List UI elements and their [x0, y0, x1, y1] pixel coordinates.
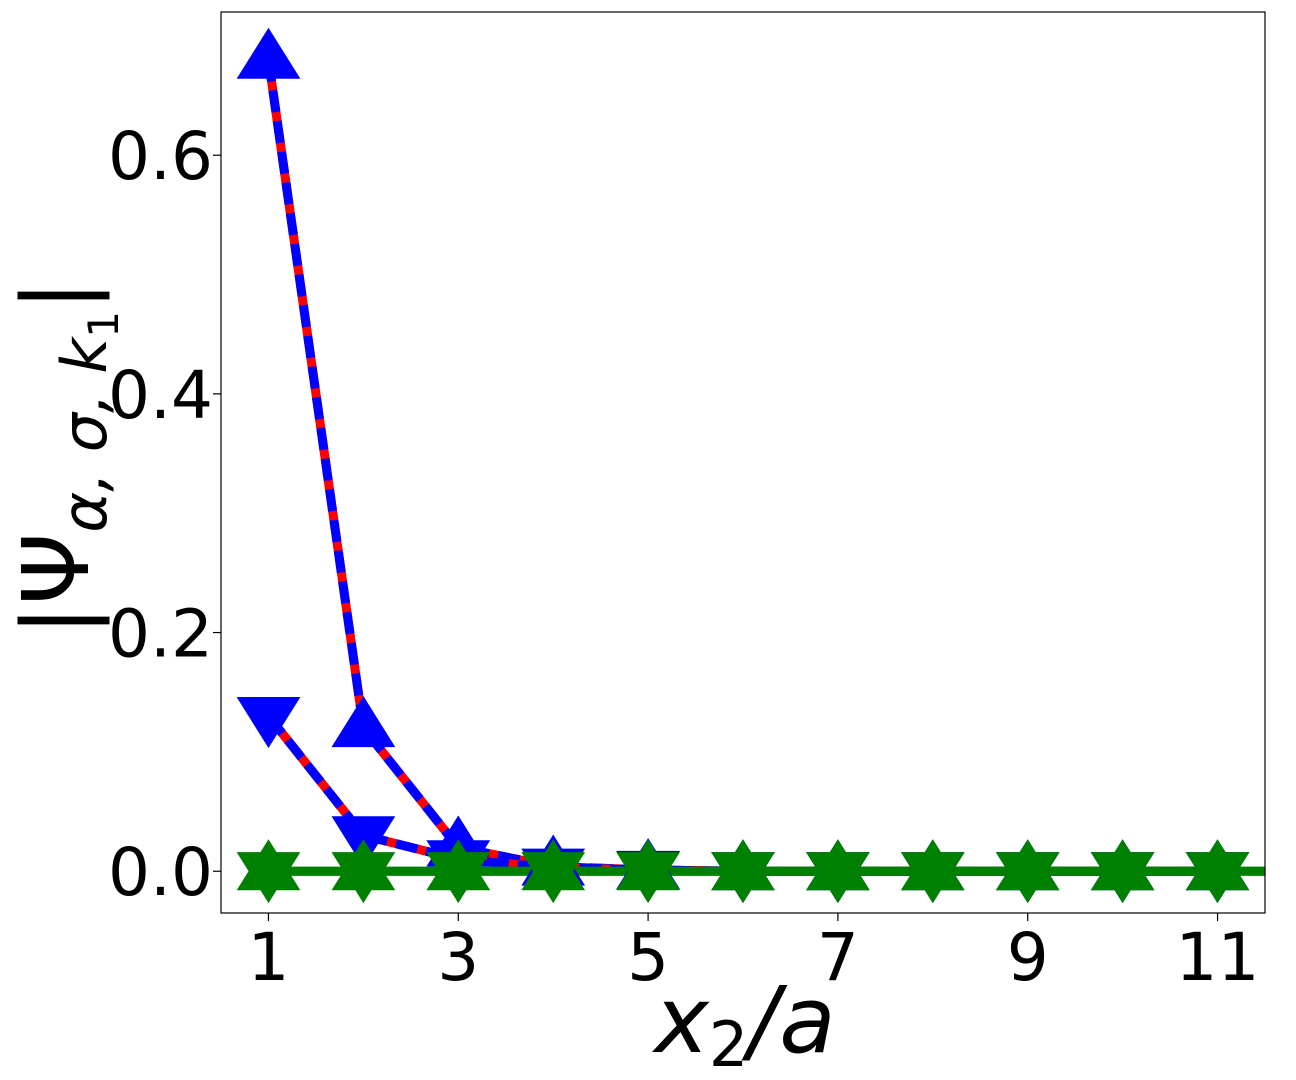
x-tick-label: 11 — [1176, 919, 1260, 996]
y-axis-label: |Ψα, σ, k1| — [3, 280, 128, 636]
y-axis-label-sub: α, σ, k — [48, 336, 121, 533]
series-1-dash — [264, 59, 1218, 876]
y-tick-label: 0.2 — [108, 596, 213, 673]
y-axis-label-subsub: 1 — [79, 311, 128, 338]
x-axis-label-main: x — [651, 967, 710, 1074]
data-point — [521, 852, 586, 904]
plot-frame — [220, 11, 1266, 914]
data-point — [1090, 852, 1155, 904]
x-tick-label: 9 — [1007, 919, 1049, 996]
y-tick-label: 0.4 — [108, 357, 213, 434]
x-axis-label: x2/a — [651, 967, 835, 1080]
y-tick-label: 0.6 — [108, 118, 213, 195]
y-axis: 0.0 0.2 0.4 0.6 — [108, 118, 221, 911]
y-axis-label-tail: | — [3, 280, 110, 311]
data-point — [331, 696, 396, 748]
data-point — [900, 852, 965, 904]
series-1 — [264, 59, 1218, 876]
data-point — [805, 852, 870, 904]
data-point — [236, 697, 301, 749]
data-point — [236, 852, 301, 904]
x-tick-label: 7 — [817, 919, 859, 996]
x-axis-label-tail: /a — [741, 967, 835, 1074]
data-point — [236, 27, 301, 79]
x-axis: 1 3 5 7 9 11 — [247, 913, 1260, 996]
x-tick-label: 3 — [437, 919, 479, 996]
plot-marks — [236, 27, 1265, 904]
data-point — [331, 852, 396, 904]
y-axis-label-head: |Ψ — [3, 533, 110, 636]
series-4-markers — [236, 852, 1250, 904]
x-tick-label: 5 — [627, 919, 669, 996]
x-axis-label-sub: 2 — [709, 1008, 748, 1080]
y-tick-label: 0.0 — [108, 834, 213, 911]
data-point — [711, 852, 775, 904]
x-tick-label: 1 — [247, 919, 289, 996]
data-point — [1185, 852, 1250, 904]
data-point — [995, 852, 1060, 904]
series-1-line — [264, 59, 1218, 876]
data-point — [426, 852, 491, 904]
data-point — [616, 852, 681, 904]
